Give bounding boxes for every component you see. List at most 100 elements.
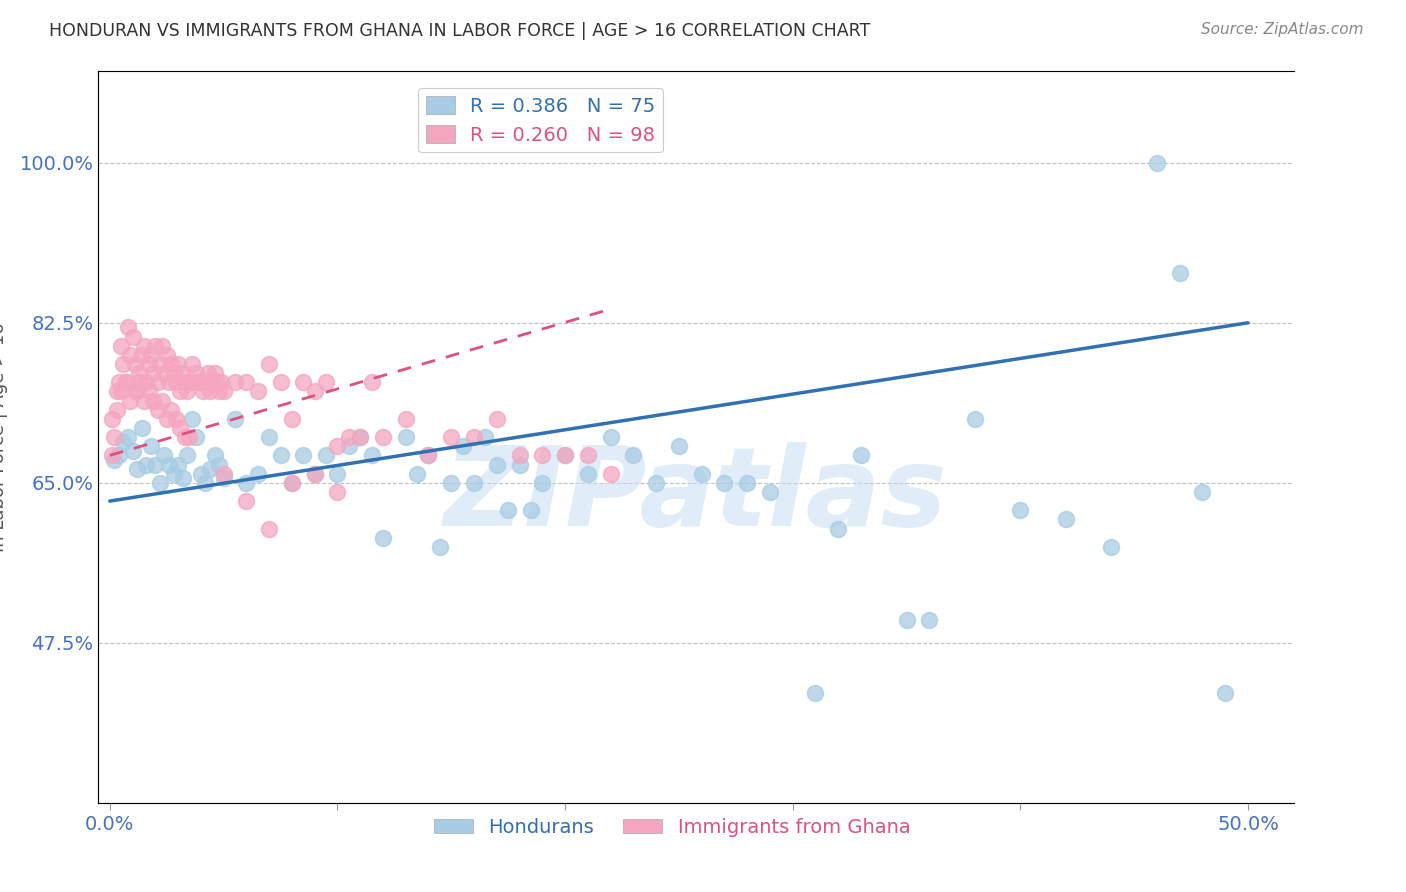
Point xyxy=(281,475,304,490)
Point xyxy=(485,412,508,426)
Point xyxy=(169,384,191,399)
Point xyxy=(176,384,198,399)
Point xyxy=(186,430,208,444)
Point xyxy=(509,458,531,472)
Point xyxy=(645,475,668,490)
Point xyxy=(621,448,644,462)
Point xyxy=(153,366,176,380)
Point xyxy=(167,458,190,472)
Point xyxy=(429,540,451,554)
Point xyxy=(179,375,201,389)
Point xyxy=(167,357,190,371)
Point xyxy=(120,348,142,362)
Point xyxy=(257,521,280,535)
Point xyxy=(349,430,371,444)
Point xyxy=(554,448,576,462)
Point xyxy=(554,448,576,462)
Point xyxy=(197,366,219,380)
Point xyxy=(162,366,184,380)
Point xyxy=(128,375,150,389)
Point xyxy=(149,357,172,371)
Point xyxy=(474,430,496,444)
Point xyxy=(418,448,440,462)
Point xyxy=(103,453,125,467)
Point xyxy=(105,384,128,399)
Point xyxy=(281,475,304,490)
Point xyxy=(804,686,827,700)
Point xyxy=(132,393,155,408)
Point xyxy=(1099,540,1122,554)
Point xyxy=(174,430,197,444)
Point xyxy=(418,448,440,462)
Point xyxy=(186,366,208,380)
Point xyxy=(142,366,165,380)
Point xyxy=(112,357,135,371)
Point xyxy=(1010,503,1032,517)
Point xyxy=(440,475,463,490)
Point xyxy=(157,458,180,472)
Point xyxy=(485,458,508,472)
Point xyxy=(257,357,280,371)
Point xyxy=(117,320,139,334)
Point xyxy=(212,467,235,481)
Point xyxy=(146,375,169,389)
Point xyxy=(212,471,235,485)
Point xyxy=(156,348,179,362)
Point xyxy=(180,412,202,426)
Point xyxy=(326,439,349,453)
Point xyxy=(132,338,155,352)
Point xyxy=(124,357,146,371)
Point xyxy=(209,375,232,389)
Point xyxy=(599,467,621,481)
Point xyxy=(576,467,599,481)
Point xyxy=(157,375,180,389)
Point xyxy=(172,366,194,380)
Point xyxy=(360,375,382,389)
Point xyxy=(668,439,690,453)
Point xyxy=(110,338,132,352)
Point xyxy=(172,471,194,485)
Point xyxy=(150,393,173,408)
Point xyxy=(371,531,394,545)
Point xyxy=(235,375,257,389)
Point xyxy=(292,375,315,389)
Point xyxy=(156,412,179,426)
Point xyxy=(599,430,621,444)
Point xyxy=(918,613,941,627)
Point xyxy=(463,430,485,444)
Point xyxy=(160,357,183,371)
Point xyxy=(142,393,165,408)
Point xyxy=(121,443,143,458)
Point xyxy=(194,475,217,490)
Point xyxy=(135,458,157,472)
Point xyxy=(139,439,162,453)
Point xyxy=(360,448,382,462)
Legend: Hondurans, Immigrants from Ghana: Hondurans, Immigrants from Ghana xyxy=(426,810,918,845)
Point xyxy=(135,375,157,389)
Point xyxy=(1191,485,1213,500)
Point xyxy=(162,467,184,481)
Point xyxy=(509,448,531,462)
Point xyxy=(121,329,143,343)
Point xyxy=(101,448,124,462)
Y-axis label: In Labor Force | Age > 16: In Labor Force | Age > 16 xyxy=(0,322,8,552)
Point xyxy=(349,430,371,444)
Point xyxy=(179,430,201,444)
Point xyxy=(690,467,713,481)
Point xyxy=(101,412,124,426)
Point xyxy=(139,348,162,362)
Point xyxy=(1054,512,1077,526)
Point xyxy=(463,475,485,490)
Point xyxy=(187,375,209,389)
Point xyxy=(224,412,246,426)
Point xyxy=(169,421,191,435)
Point xyxy=(160,402,183,417)
Point xyxy=(190,467,212,481)
Point xyxy=(174,375,197,389)
Point xyxy=(246,467,269,481)
Point xyxy=(304,384,326,399)
Point xyxy=(208,458,231,472)
Point xyxy=(235,475,257,490)
Point xyxy=(735,475,758,490)
Point xyxy=(1213,686,1236,700)
